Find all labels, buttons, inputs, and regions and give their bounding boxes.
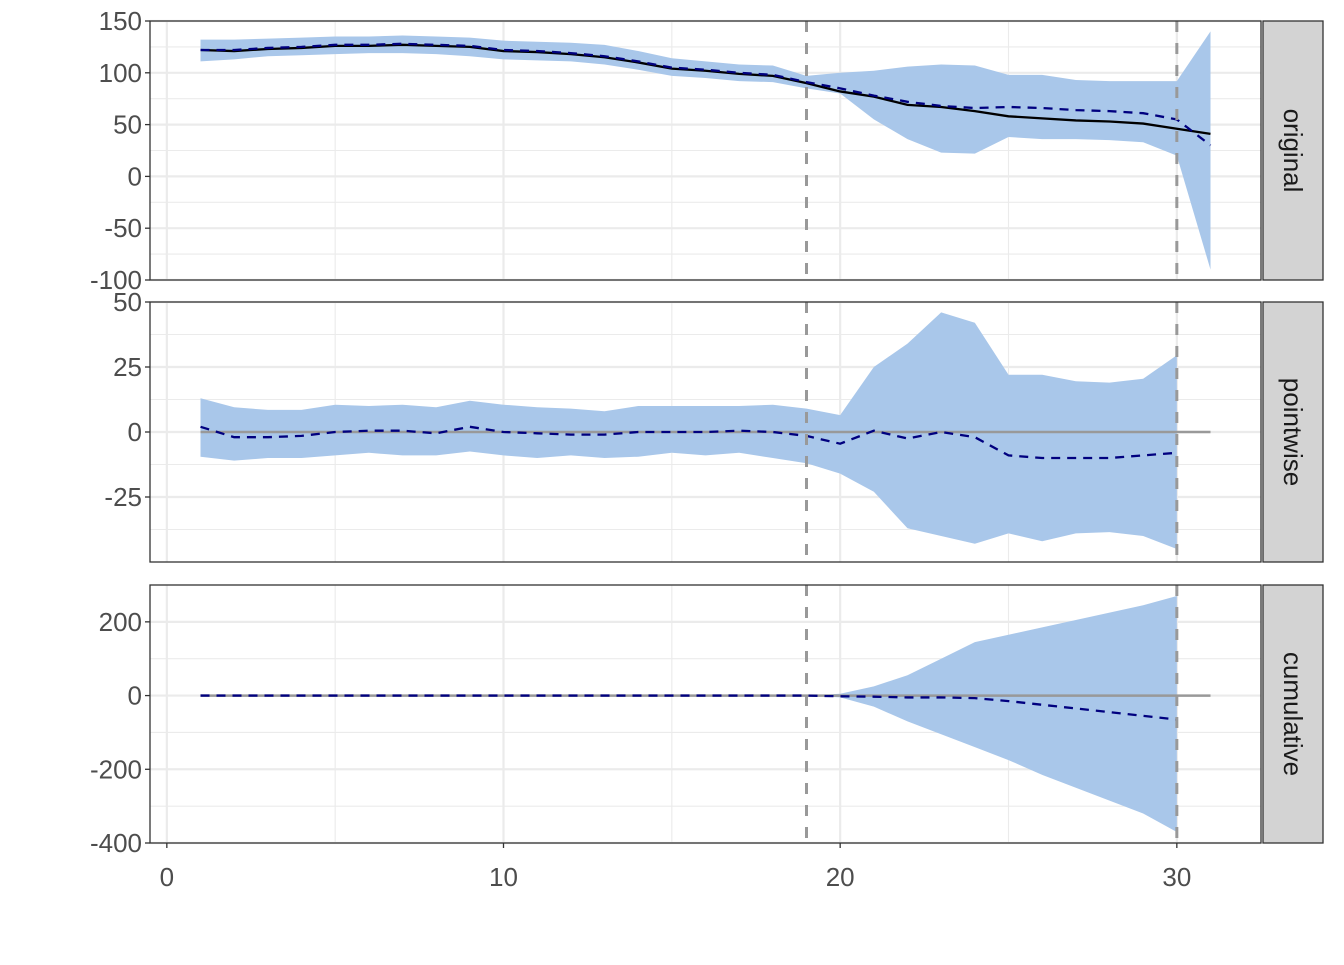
panel-border <box>149 20 1262 281</box>
panel-original: -100 -50 0 50 100 150 original <box>90 6 1324 295</box>
y-tick-label: 25 <box>113 352 142 382</box>
y-tick-label: 100 <box>99 58 142 88</box>
predicted-line <box>200 42 1212 147</box>
y-tick-label: 200 <box>99 607 142 637</box>
predicted-line <box>200 425 1177 460</box>
y-tick-label: -25 <box>104 482 142 512</box>
confidence-band <box>200 596 1177 832</box>
x-tick-label: 10 <box>489 862 518 892</box>
panel-pointwise: -25 0 25 50 pointwise <box>104 287 1324 563</box>
x-tick-label: 0 <box>160 862 174 892</box>
y-tick-label: 150 <box>99 6 142 36</box>
panel-border <box>149 584 1262 844</box>
y-tick-label: -50 <box>104 213 142 243</box>
y-tick-label: 0 <box>128 681 142 711</box>
y-tick-label: 0 <box>128 161 142 191</box>
y-tick-label: -100 <box>90 265 142 295</box>
y-tick-label: 0 <box>128 417 142 447</box>
y-tick-label: 50 <box>113 287 142 317</box>
predicted-line <box>200 694 1177 721</box>
strip-cumulative <box>1262 584 1324 844</box>
strip-label: cumulative <box>1278 652 1308 776</box>
y-tick-label: -200 <box>90 754 142 784</box>
x-tick-label: 30 <box>1162 862 1191 892</box>
y-tick-label: 50 <box>113 110 142 140</box>
strip-label: original <box>1278 109 1308 193</box>
strip-original <box>1262 20 1324 281</box>
strip-pointwise <box>1262 301 1324 563</box>
confidence-band <box>200 31 1211 270</box>
y-tick-label: -400 <box>90 828 142 858</box>
confidence-band <box>200 312 1177 549</box>
strip-label: pointwise <box>1278 378 1308 486</box>
panel-cumulative: -400 -200 0 200 cumulative <box>90 584 1324 858</box>
x-tick-label: 20 <box>826 862 855 892</box>
